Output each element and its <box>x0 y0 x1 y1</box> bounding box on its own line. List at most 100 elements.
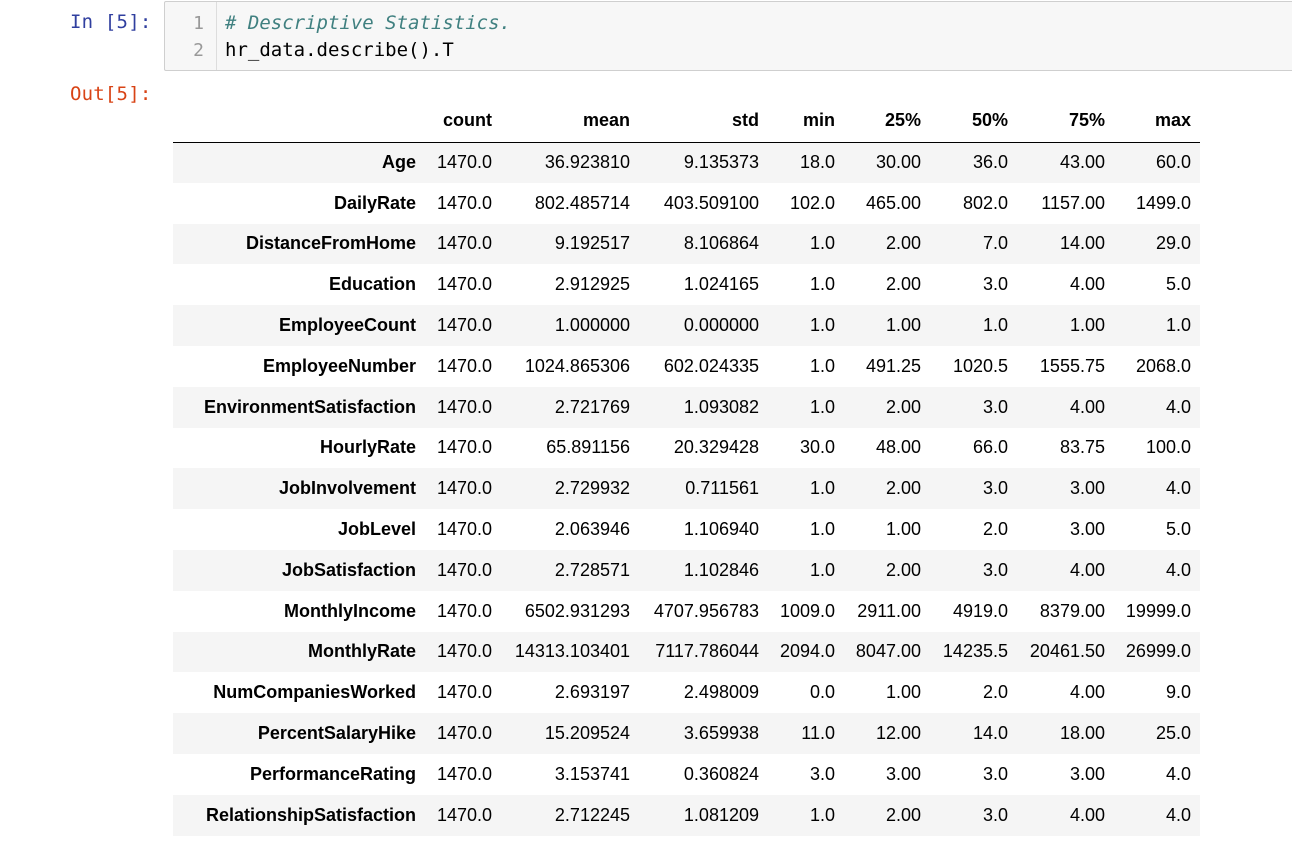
table-cell: 1.0 <box>809 478 835 499</box>
row-label: PerformanceRating <box>249 763 416 784</box>
table-row: Education 1470.0 2.912925 1.024165 1.0 2.00 3.… <box>173 264 1200 306</box>
table-cell: 2094.0 <box>779 641 835 662</box>
table-header-row: count mean std min 25% 50% 75% max <box>173 100 1200 143</box>
table-cell: 1470.0 <box>436 478 492 499</box>
table-cell: 2.498009 <box>683 682 759 703</box>
column-header: std <box>639 100 768 143</box>
table-cell: 2.712245 <box>554 804 630 825</box>
table-cell: 1020.5 <box>952 355 1008 376</box>
table-row: Age 1470.0 36.923810 9.135373 18.0 30.00 36.0 4… <box>173 142 1200 183</box>
column-header: min <box>768 100 844 143</box>
code-comment-line[interactable]: # Descriptive Statistics. <box>225 12 511 34</box>
table-cell: 1.00 <box>885 519 921 540</box>
table-cell: 8379.00 <box>1039 600 1105 621</box>
table-cell: 1470.0 <box>436 152 492 173</box>
row-label: EmployeeCount <box>278 315 416 336</box>
table-cell: 0.711561 <box>685 478 759 499</box>
table-cell: 3.0 <box>982 559 1008 580</box>
table-cell: 9.192517 <box>554 233 630 254</box>
table-cell: 2.693197 <box>554 682 630 703</box>
table-cell: 1.000000 <box>554 315 630 336</box>
table-cell: 2.063946 <box>554 519 630 540</box>
table-cell: 14235.5 <box>942 641 1008 662</box>
table-cell: 2.00 <box>885 559 921 580</box>
table-cell: 4919.0 <box>952 600 1008 621</box>
table-cell: 7117.786044 <box>655 641 759 662</box>
table-cell: 14.0 <box>972 723 1008 744</box>
table-cell: 403.509100 <box>663 192 759 213</box>
table-cell: 66.0 <box>972 437 1008 458</box>
table-cell: 8047.00 <box>855 641 921 662</box>
table-cell: 4707.956783 <box>653 600 759 621</box>
line-number: 2 <box>193 40 204 61</box>
table-row: EnvironmentSatisfaction 1470.0 2.721769 1.0… <box>173 386 1200 428</box>
table-cell: 2.00 <box>885 274 921 295</box>
table-cell: 2.00 <box>885 478 921 499</box>
table-cell: 1470.0 <box>436 682 492 703</box>
table-cell: 4.00 <box>1069 559 1105 580</box>
table-row: HourlyRate 1470.0 65.891156 20.329428 30.0 48… <box>173 427 1200 469</box>
table-cell: 65.891156 <box>546 437 630 458</box>
table-cell: 2.0 <box>982 519 1008 540</box>
table-cell: 802.0 <box>962 192 1008 213</box>
table-cell: 9.0 <box>1165 682 1191 703</box>
row-label: Education <box>328 274 416 295</box>
table-row: JobInvolvement 1470.0 2.729932 0.711561 1.0 2… <box>173 468 1200 510</box>
table-cell: 3.00 <box>885 763 921 784</box>
table-cell: 1024.865306 <box>524 355 630 376</box>
code-cell-editor[interactable]: 1 2 # Descriptive Statistics. hr_data.de… <box>164 1 1292 71</box>
table-cell: 30.00 <box>875 152 921 173</box>
column-header: mean <box>501 100 639 143</box>
table-row: EmployeeNumber 1470.0 1024.865306 602.02433… <box>173 345 1200 387</box>
table-cell: 1470.0 <box>436 763 492 784</box>
table-cell: 1.00 <box>1069 315 1105 336</box>
line-number: 1 <box>193 13 204 34</box>
table-cell: 6502.931293 <box>524 600 630 621</box>
table-cell: 12.00 <box>875 723 921 744</box>
table-cell: 1555.75 <box>1039 355 1105 376</box>
table-cell: 3.00 <box>1069 763 1105 784</box>
table-body: Age 1470.0 36.923810 9.135373 18.0 30.00 36.0 4… <box>173 142 1200 836</box>
table-cell: 29.0 <box>1155 233 1191 254</box>
table-row: DistanceFromHome 1470.0 9.192517 8.106864 1.… <box>173 223 1200 265</box>
table-cell: 1470.0 <box>436 600 492 621</box>
table-cell: 1.081209 <box>683 804 759 825</box>
table-cell: 1499.0 <box>1135 192 1191 213</box>
code-line[interactable]: hr_data.describe().T <box>225 39 454 61</box>
table-cell: 4.0 <box>1165 396 1191 417</box>
table-cell: 1157.00 <box>1041 192 1105 213</box>
table-cell: 4.0 <box>1165 763 1191 784</box>
column-header: 75% <box>1017 100 1114 143</box>
table-cell: 1.0 <box>809 233 835 254</box>
table-cell: 8.106864 <box>683 233 759 254</box>
table-cell: 4.0 <box>1165 804 1191 825</box>
table-cell: 26999.0 <box>1125 641 1191 662</box>
table-cell: 3.0 <box>809 763 835 784</box>
table-cell: 1.0 <box>1165 315 1191 336</box>
table-cell: 3.0 <box>982 763 1008 784</box>
row-label: MonthlyIncome <box>283 600 416 621</box>
table-cell: 4.00 <box>1069 804 1105 825</box>
table-cell: 5.0 <box>1165 519 1191 540</box>
table-cell: 14.00 <box>1059 233 1105 254</box>
table-cell: 1470.0 <box>436 559 492 580</box>
row-label: JobSatisfaction <box>281 559 416 580</box>
row-label: EmployeeNumber <box>262 355 416 376</box>
table-cell: 83.75 <box>1059 437 1105 458</box>
table-cell: 30.0 <box>799 437 835 458</box>
table-cell: 3.0 <box>982 396 1008 417</box>
input-prompt: In [5]: <box>70 11 152 33</box>
table-cell: 4.00 <box>1069 396 1105 417</box>
column-header: max <box>1114 100 1200 143</box>
table-cell: 1470.0 <box>436 723 492 744</box>
table-cell: 4.00 <box>1069 274 1105 295</box>
table-cell: 1.0 <box>982 315 1008 336</box>
table-cell: 1.102846 <box>683 559 759 580</box>
table-cell: 2.00 <box>885 396 921 417</box>
table-cell: 1470.0 <box>436 274 492 295</box>
table-cell: 1.00 <box>885 315 921 336</box>
table-cell: 1.024165 <box>683 274 759 295</box>
table-row: DailyRate 1470.0 802.485714 403.509100 102.0… <box>173 182 1200 224</box>
index-header <box>173 100 425 143</box>
table-cell: 3.0 <box>982 274 1008 295</box>
